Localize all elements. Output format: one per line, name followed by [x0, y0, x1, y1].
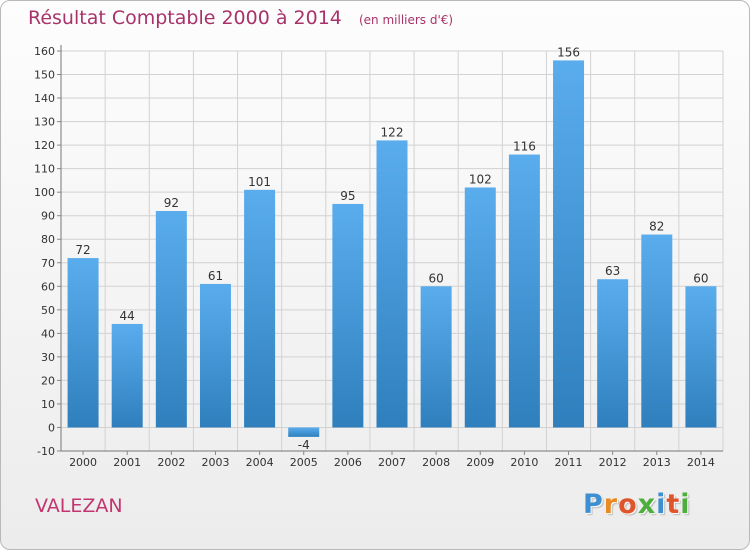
bar — [685, 286, 717, 428]
x-tick-label: 2012 — [599, 456, 627, 469]
x-tick-label: 2003 — [201, 456, 229, 469]
data-label: 95 — [340, 189, 355, 203]
data-labels: 72 44 92 61 101 -4 95 122 60 102 116 156 63 82 60 — [75, 45, 708, 451]
bar — [641, 234, 673, 428]
data-label: 156 — [557, 45, 580, 59]
data-label: 60 — [693, 271, 708, 285]
y-tick-label: 10 — [41, 398, 55, 411]
x-tick-label: 2008 — [422, 456, 450, 469]
data-label: 72 — [75, 243, 90, 257]
bar — [420, 286, 452, 428]
bar — [288, 427, 320, 437]
y-tick-label: 30 — [41, 351, 55, 364]
bar — [553, 60, 585, 428]
y-tick-label: 140 — [34, 92, 55, 105]
x-tick-label: 2005 — [290, 456, 318, 469]
x-tick-label: 2001 — [113, 456, 141, 469]
data-label: 122 — [381, 125, 404, 139]
y-tick-label: 110 — [34, 163, 55, 176]
bar — [597, 279, 629, 428]
bar — [244, 189, 276, 428]
bar — [332, 203, 364, 428]
y-tick-label: 60 — [41, 280, 55, 293]
bars — [67, 60, 717, 437]
x-tick-label: 2014 — [687, 456, 715, 469]
y-tick-label: 120 — [34, 139, 55, 152]
data-label: -4 — [298, 438, 310, 452]
data-label: 101 — [248, 175, 271, 189]
y-tick-label: 160 — [34, 45, 55, 58]
y-tick-label: 90 — [41, 210, 55, 223]
bar — [199, 283, 231, 428]
logo-letter: t — [666, 489, 681, 520]
commune-name: VALEZAN — [35, 495, 123, 517]
axes: -10 0 10 20 30 40 50 60 70 80 90 100 110 120 130 140 150… — [34, 45, 723, 469]
x-tick-label: 2002 — [157, 456, 185, 469]
logo-letter: x — [637, 489, 657, 520]
logo-letter: P — [583, 489, 604, 520]
y-tick-label: 20 — [41, 374, 55, 387]
title-row: Résultat Comptable 2000 à 2014 (en milli… — [28, 7, 453, 29]
y-tick-label: -10 — [37, 445, 55, 458]
logo-letter: i — [656, 489, 667, 520]
y-tick-label: 50 — [41, 304, 55, 317]
logo-letter: i — [680, 489, 691, 520]
bar — [111, 323, 143, 428]
y-tick-label: 130 — [34, 116, 55, 129]
data-label: 63 — [605, 264, 620, 278]
data-label: 82 — [649, 220, 664, 234]
y-tick-label: 70 — [41, 257, 55, 270]
bar — [464, 187, 496, 428]
data-label: 92 — [164, 196, 179, 210]
data-label: 116 — [513, 140, 536, 154]
unit-note: (en milliers d'€) — [358, 13, 454, 27]
y-tick-label: 100 — [34, 186, 55, 199]
data-label: 102 — [469, 172, 492, 186]
chart-title: Résultat Comptable 2000 à 2014 — [28, 7, 342, 29]
x-tick-label: 2011 — [555, 456, 583, 469]
x-tick-label: 2000 — [69, 456, 97, 469]
proxiti-logo[interactable]: Proxiti — [583, 489, 691, 520]
bar — [155, 211, 187, 428]
y-tick-label: 150 — [34, 69, 55, 82]
y-tick-label: 40 — [41, 327, 55, 340]
y-tick-label: 0 — [48, 421, 55, 434]
data-label: 60 — [428, 271, 443, 285]
logo-letter: r — [603, 489, 619, 520]
logo-letter: o — [618, 489, 638, 520]
data-label: 44 — [120, 309, 135, 323]
x-tick-label: 2010 — [510, 456, 538, 469]
bar — [67, 258, 99, 428]
bar — [376, 140, 408, 428]
x-tick-label: 2006 — [334, 456, 362, 469]
x-tick-label: 2004 — [246, 456, 274, 469]
bar — [508, 154, 540, 428]
data-label: 61 — [208, 269, 223, 283]
x-tick-label: 2013 — [643, 456, 671, 469]
x-tick-label: 2009 — [466, 456, 494, 469]
x-tick-label: 2007 — [378, 456, 406, 469]
y-tick-label: 80 — [41, 233, 55, 246]
